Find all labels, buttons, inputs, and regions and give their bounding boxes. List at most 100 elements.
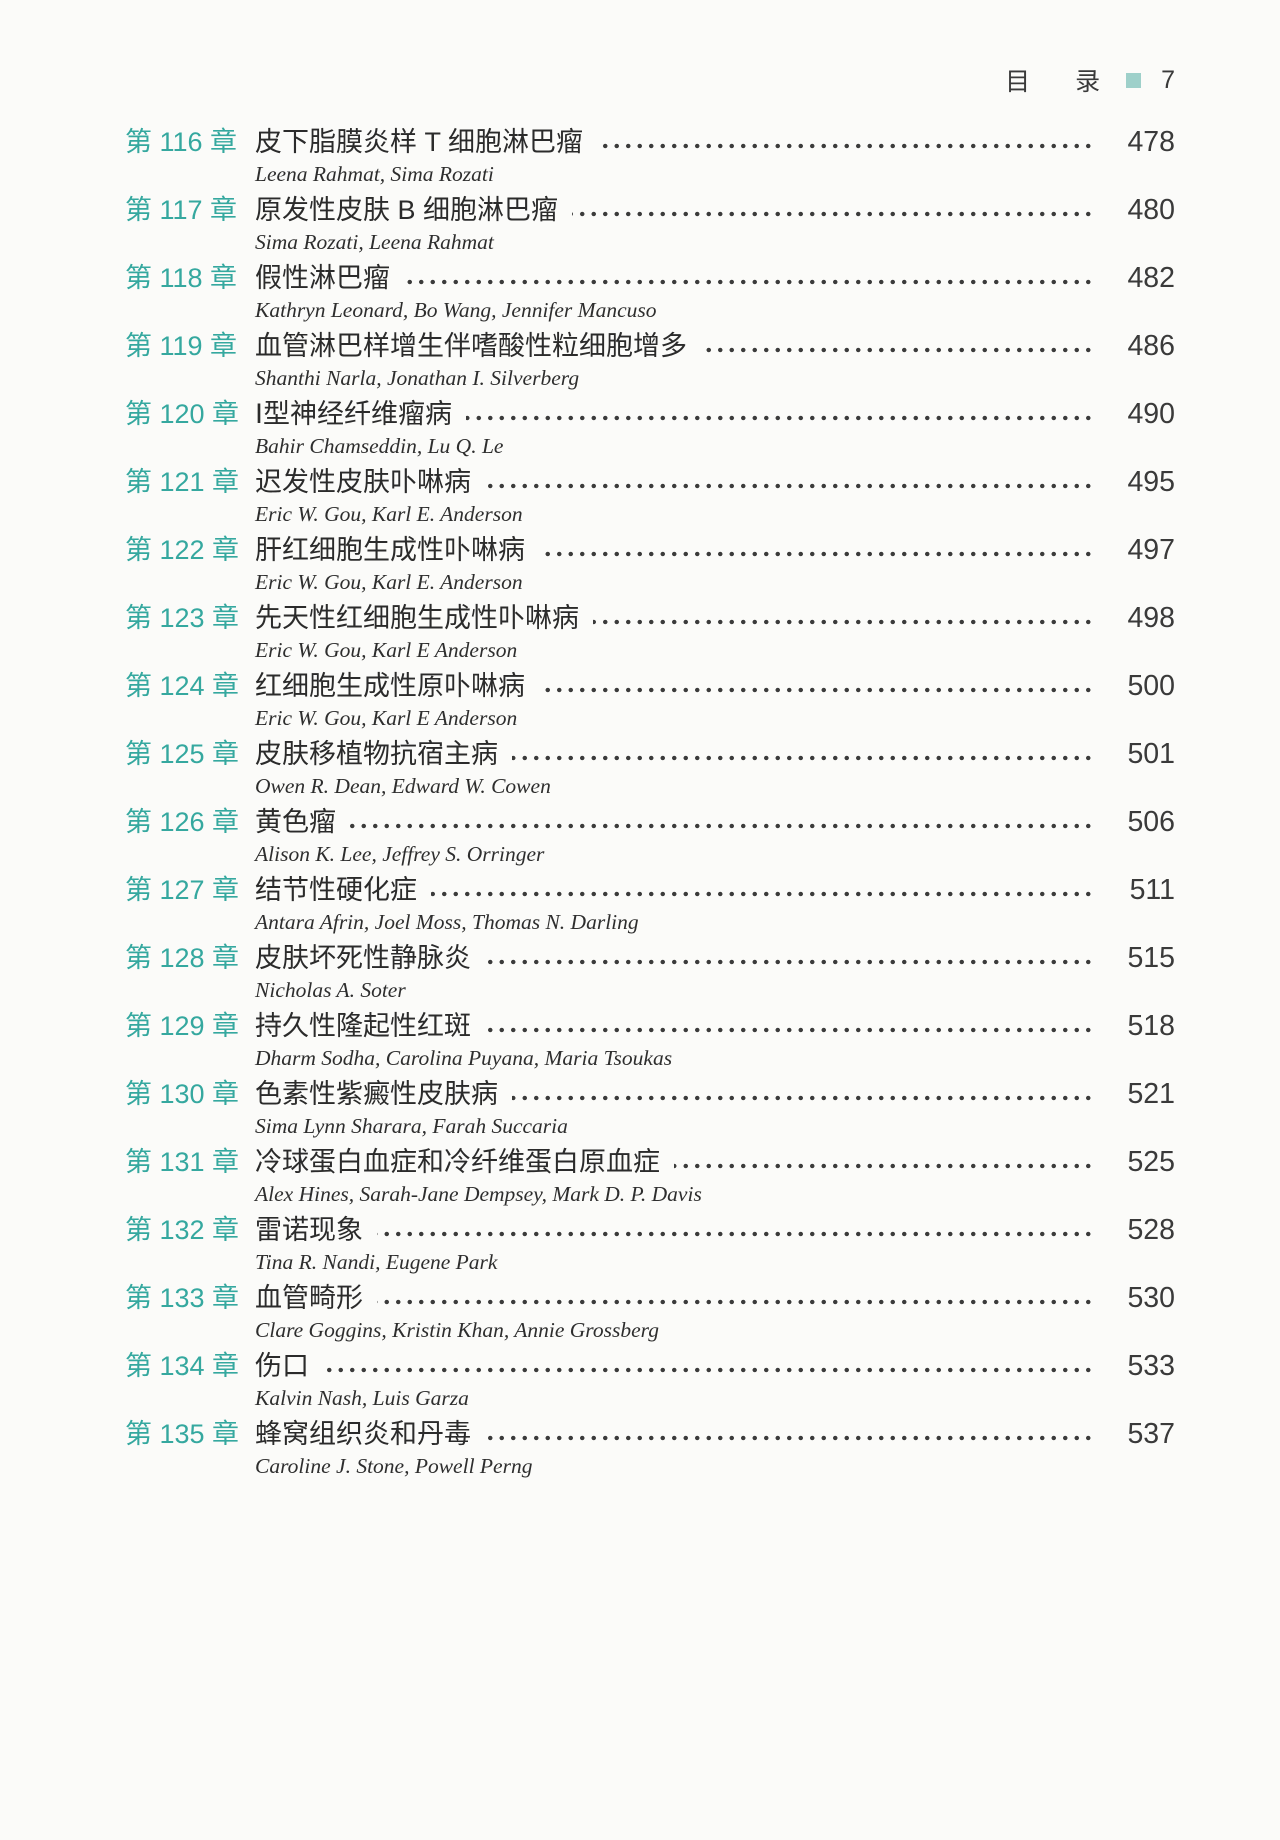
dot-leader [539, 550, 1094, 557]
chapter-label: 第 124 章 [125, 671, 240, 701]
chapter-title: 原发性皮肤 B 细胞淋巴瘤 [255, 195, 559, 225]
toc-entry: 第 126 章 黄色瘤 506 Alison K. Lee, Jeffrey S… [125, 804, 1175, 867]
dot-leader [512, 754, 1094, 761]
chapter-page-number: 530 [1127, 1282, 1175, 1314]
chapter-label: 第 117 章 [125, 195, 238, 225]
chapter-page-number: 506 [1127, 806, 1175, 838]
header-page-number: 7 [1161, 65, 1175, 94]
chapter-label: 第 127 章 [125, 875, 240, 905]
dot-leader [404, 278, 1094, 285]
toc-list: 第 116 章 皮下脂膜炎样 T 细胞淋巴瘤 478 Leena Rahmat,… [125, 124, 1175, 1479]
chapter-title: 先天性红细胞生成性卟啉病 [255, 603, 579, 633]
dot-leader [593, 618, 1094, 625]
chapter-authors: Sima Rozati, Leena Rahmat [255, 230, 494, 254]
chapter-label: 第 125 章 [125, 739, 240, 769]
toc-entry: 第 123 章 先天性红细胞生成性卟啉病 498 Eric W. Gou, Ka… [125, 600, 1175, 663]
dot-leader [465, 414, 1094, 421]
chapter-label: 第 120 章 [125, 399, 240, 429]
toc-entry: 第 135 章 蜂窝组织炎和丹毒 537 Caroline J. Stone, … [125, 1416, 1175, 1479]
toc-entry-row: 第 122 章 肝红细胞生成性卟啉病 497 [125, 532, 1175, 569]
chapter-page-number: 482 [1127, 262, 1175, 294]
toc-entry: 第 118 章 假性淋巴瘤 482 Kathryn Leonard, Bo Wa… [125, 260, 1175, 323]
chapter-title: 持久性隆起性红斑 [255, 1011, 471, 1041]
toc-entry: 第 125 章 皮肤移植物抗宿主病 501 Owen R. Dean, Edwa… [125, 736, 1175, 799]
toc-entry: 第 129 章 持久性隆起性红斑 518 Dharm Sodha, Caroli… [125, 1008, 1175, 1071]
chapter-page-number: 511 [1129, 874, 1175, 906]
chapter-label: 第 121 章 [125, 467, 240, 497]
toc-entry-row: 第 118 章 假性淋巴瘤 482 [125, 260, 1175, 297]
chapter-page-number: 525 [1127, 1146, 1175, 1178]
chapter-label: 第 122 章 [125, 535, 240, 565]
chapter-page-number: 495 [1127, 466, 1175, 498]
chapter-title: 伤口 [255, 1351, 309, 1381]
chapter-label: 第 119 章 [125, 331, 238, 361]
dot-leader [377, 1230, 1094, 1237]
chapter-page-number: 486 [1127, 330, 1175, 362]
chapter-page-number: 528 [1127, 1214, 1175, 1246]
toc-entry: 第 131 章 冷球蛋白血症和冷纤维蛋白原血症 525 Alex Hines, … [125, 1144, 1175, 1207]
chapter-authors: Eric W. Gou, Karl E Anderson [255, 706, 518, 730]
dot-leader [674, 1162, 1094, 1169]
header-title: 目 录 [1005, 68, 1107, 96]
toc-entry: 第 117 章 原发性皮肤 B 细胞淋巴瘤 480 Sima Rozati, L… [125, 192, 1175, 255]
toc-entry: 第 127 章 结节性硬化症 511 Antara Afrin, Joel Mo… [125, 872, 1175, 935]
dot-leader [350, 822, 1094, 829]
dot-leader [485, 958, 1094, 965]
chapter-title: 迟发性皮肤卟啉病 [255, 467, 471, 497]
chapter-page-number: 537 [1127, 1418, 1175, 1450]
dot-leader [597, 142, 1094, 149]
chapter-label: 第 131 章 [125, 1147, 240, 1177]
toc-entry-row: 第 130 章 色素性紫癜性皮肤病 521 [125, 1076, 1175, 1113]
chapter-authors: Kathryn Leonard, Bo Wang, Jennifer Mancu… [255, 298, 657, 322]
chapter-authors: Antara Afrin, Joel Moss, Thomas N. Darli… [255, 910, 639, 934]
toc-entry-row: 第 121 章 迟发性皮肤卟啉病 495 [125, 464, 1175, 501]
toc-entry-row: 第 120 章 Ⅰ型神经纤维瘤病 490 [125, 396, 1175, 433]
chapter-label: 第 133 章 [125, 1283, 240, 1313]
dot-leader [512, 1094, 1094, 1101]
toc-entry: 第 124 章 红细胞生成性原卟啉病 500 Eric W. Gou, Karl… [125, 668, 1175, 731]
chapter-page-number: 500 [1127, 670, 1175, 702]
chapter-title: 冷球蛋白血症和冷纤维蛋白原血症 [255, 1147, 660, 1177]
toc-entry-row: 第 132 章 雷诺现象 528 [125, 1212, 1175, 1249]
dot-leader [701, 346, 1094, 353]
chapter-label: 第 123 章 [125, 603, 240, 633]
chapter-label: 第 129 章 [125, 1011, 240, 1041]
toc-entry: 第 134 章 伤口 533 Kalvin Nash, Luis Garza [125, 1348, 1175, 1411]
toc-entry-row: 第 126 章 黄色瘤 506 [125, 804, 1175, 841]
toc-entry-row: 第 133 章 血管畸形 530 [125, 1280, 1175, 1317]
chapter-title: 雷诺现象 [255, 1215, 363, 1245]
toc-entry-row: 第 117 章 原发性皮肤 B 细胞淋巴瘤 480 [125, 192, 1175, 229]
chapter-authors: Dharm Sodha, Carolina Puyana, Maria Tsou… [255, 1046, 673, 1070]
toc-entry-row: 第 127 章 结节性硬化症 511 [125, 872, 1175, 909]
toc-entry: 第 119 章 血管淋巴样增生伴嗜酸性粒细胞增多 486 Shanthi Nar… [125, 328, 1175, 391]
chapter-label: 第 118 章 [125, 263, 238, 293]
chapter-title: Ⅰ型神经纤维瘤病 [255, 399, 452, 429]
page-header: 目 录 7 [0, 0, 1175, 98]
chapter-title: 黄色瘤 [255, 807, 336, 837]
chapter-authors: Eric W. Gou, Karl E. Anderson [255, 570, 523, 594]
toc-entry: 第 121 章 迟发性皮肤卟啉病 495 Eric W. Gou, Karl E… [125, 464, 1175, 527]
chapter-page-number: 533 [1127, 1350, 1175, 1382]
toc-entry: 第 133 章 血管畸形 530 Clare Goggins, Kristin … [125, 1280, 1175, 1343]
toc-entry-row: 第 124 章 红细胞生成性原卟啉病 500 [125, 668, 1175, 705]
dot-leader [323, 1366, 1094, 1373]
toc-entry-row: 第 128 章 皮肤坏死性静脉炎 515 [125, 940, 1175, 977]
chapter-label: 第 132 章 [125, 1215, 240, 1245]
chapter-title: 皮肤移植物抗宿主病 [255, 739, 498, 769]
toc-entry-row: 第 125 章 皮肤移植物抗宿主病 501 [125, 736, 1175, 773]
chapter-title: 皮肤坏死性静脉炎 [255, 943, 471, 973]
dot-leader [377, 1298, 1094, 1305]
chapter-title: 皮下脂膜炎样 T 细胞淋巴瘤 [255, 127, 584, 157]
toc-entry-row: 第 116 章 皮下脂膜炎样 T 细胞淋巴瘤 478 [125, 124, 1175, 161]
chapter-page-number: 501 [1127, 738, 1175, 770]
chapter-authors: Alex Hines, Sarah-Jane Dempsey, Mark D. … [255, 1182, 702, 1206]
dot-leader [485, 482, 1094, 489]
chapter-page-number: 490 [1127, 398, 1175, 430]
toc-entry: 第 120 章 Ⅰ型神经纤维瘤病 490 Bahir Chamseddin, L… [125, 396, 1175, 459]
chapter-authors: Alison K. Lee, Jeffrey S. Orringer [255, 842, 545, 866]
chapter-page-number: 497 [1127, 534, 1175, 566]
chapter-label: 第 134 章 [125, 1351, 240, 1381]
toc-entry-row: 第 131 章 冷球蛋白血症和冷纤维蛋白原血症 525 [125, 1144, 1175, 1181]
chapter-authors: Shanthi Narla, Jonathan I. Silverberg [255, 366, 580, 390]
